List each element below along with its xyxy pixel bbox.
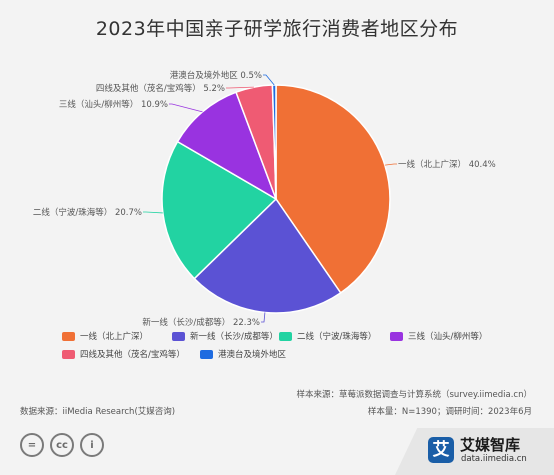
slice-new-tier1-leader [261,312,266,323]
slice-tier2-leader [143,211,163,214]
slice-tier3-label: 三线（汕头/柳州等） 10.9% [59,99,168,110]
legend-label: 新一线（长沙/成都等） [190,332,278,342]
slice-tier2 [161,140,278,280]
legend-swatch [200,349,213,359]
slice-tier1 [275,84,391,294]
legend-swatch [279,331,292,341]
slice-overseas-leader [263,74,275,86]
data-source: 数据来源：iiMedia Research(艾媒咨询) [20,407,176,417]
legend-item-overseas: 港澳台及境外地区 [200,348,286,360]
legend-item-tier2: 二线（宁波/珠海等） [279,330,376,342]
legend-swatch [62,331,75,341]
creative-commons-icon: cc [50,433,74,457]
slice-overseas-label: 港澳台及境外地区 0.5% [170,70,262,81]
pie-chart: 一线（北上广深） 40.4% 新一线（长沙/成都等） 22.3% 二线（宁波/珠海等… [33,70,496,328]
legend-label: 港澳台及境外地区 [218,350,287,360]
sample-source: 样本来源：草莓派数据调查与计算系统（survey.iimedia.cn） [296,390,532,400]
legend-label: 二线（宁波/珠海等） [297,332,377,342]
slice-tier2-label: 二线（宁波/珠海等） 20.7% [33,207,142,218]
sample-size: 样本量：N=1390；调研时间：2023年6月 [367,407,532,417]
legend-item-tier4-other: 四线及其他（茂名/宝鸡等） [62,348,185,360]
slice-tier3 [176,91,278,201]
legend-item-new-tier1: 新一线（长沙/成都等） [172,330,278,342]
brand-logo: 艾 [428,437,454,463]
brand-name: 艾媒智库 [460,436,521,454]
brand-url: data.iimedia.cn [461,454,527,464]
no-derivatives-icon: = [20,433,44,457]
slice-tier4-other-label: 四线及其他（茂名/宝鸡等） 5.2% [96,83,225,94]
legend-swatch [390,331,403,341]
legend-label: 四线及其他（茂名/宝鸡等） [80,350,185,360]
slice-tier3-leader [169,103,203,113]
legend-label: 一线（北上广深） [80,332,149,342]
chart-title: 2023年中国亲子研学旅行消费者地区分布 [95,18,459,40]
slice-tier4-other-leader [226,86,254,89]
legend-swatch [172,331,185,341]
legend-label: 三线（汕头/柳州等） [408,332,488,342]
slice-new-tier1-label: 新一线（长沙/成都等） 22.3% [142,317,260,328]
legend-item-tier3: 三线（汕头/柳州等） [390,330,487,342]
license-icons: = cc i [20,433,104,457]
legend-swatch [62,349,75,359]
slice-tier1-leader [384,163,397,166]
slice-tier1-label: 一线（北上广深） 40.4% [398,159,496,170]
attribution-icon: i [80,433,104,457]
brand-badge [395,428,554,475]
legend-item-tier1: 一线（北上广深） [62,330,148,342]
